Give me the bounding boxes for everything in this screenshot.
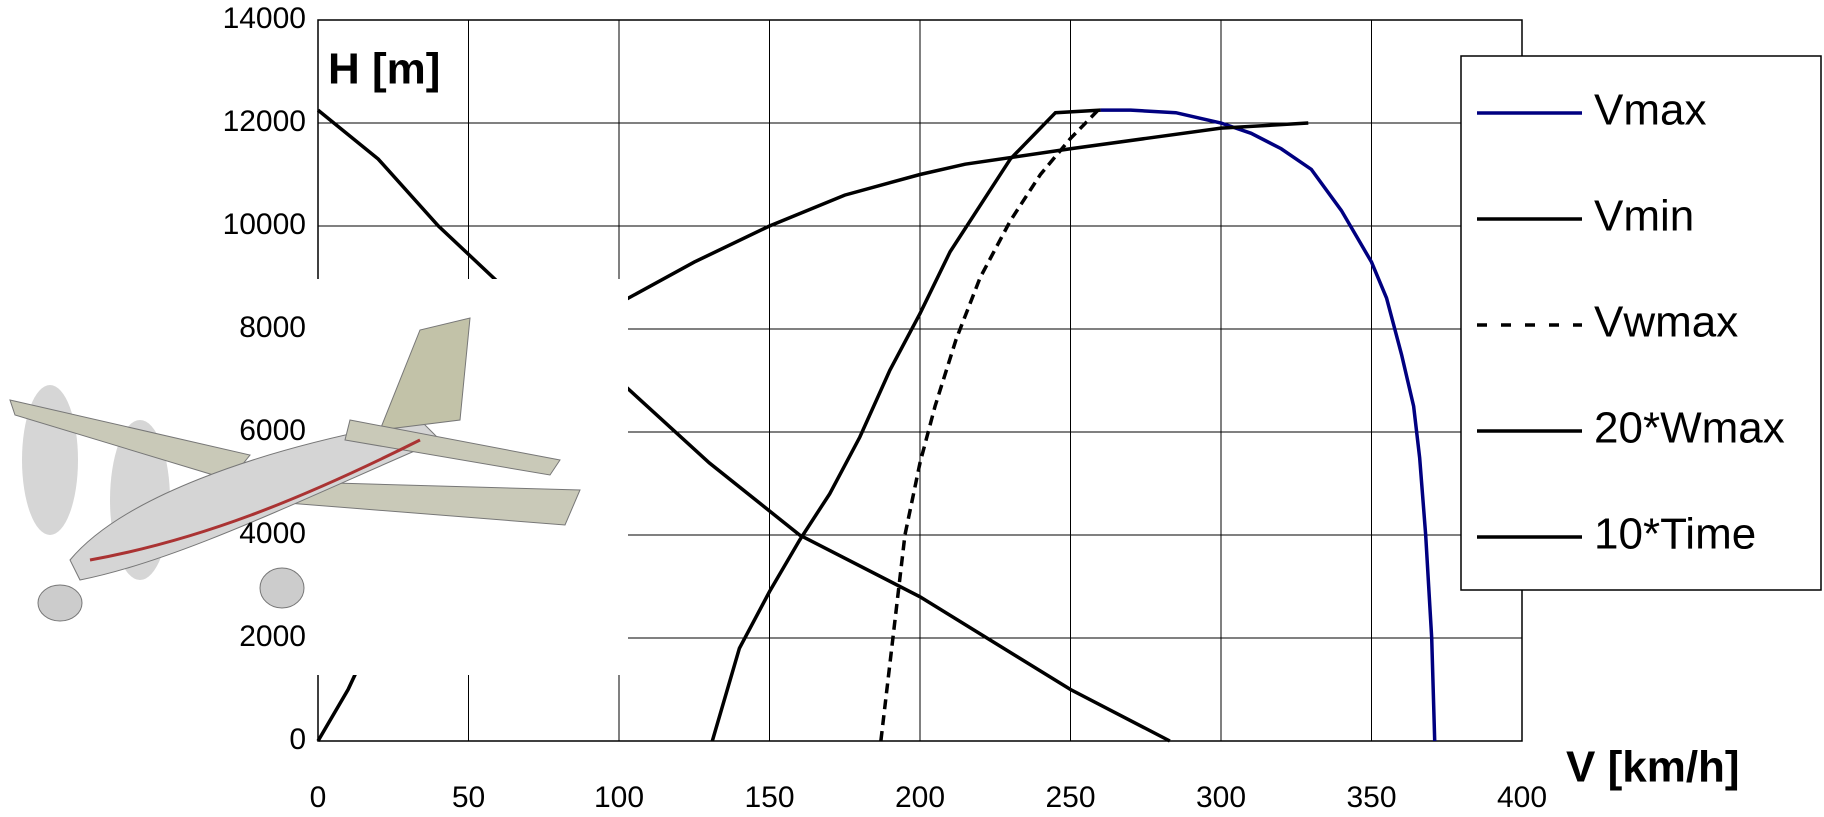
legend-label: Vwmax bbox=[1594, 298, 1738, 347]
airplane-picture bbox=[0, 279, 628, 675]
x-tick-label: 350 bbox=[1346, 781, 1396, 814]
x-tick-label: 50 bbox=[452, 781, 485, 814]
x-tick-label: 100 bbox=[594, 781, 644, 814]
x-axis-title: V [km/h] bbox=[1566, 743, 1740, 792]
x-tick-label: 400 bbox=[1497, 781, 1547, 814]
y-tick-label: 2000 bbox=[239, 620, 306, 653]
x-tick-label: 300 bbox=[1196, 781, 1246, 814]
y-tick-label: 4000 bbox=[239, 517, 306, 550]
series-line bbox=[879, 106, 1102, 742]
legend-box bbox=[1460, 55, 1822, 591]
y-tick-label: 6000 bbox=[239, 414, 306, 447]
legend: Vmax Vmin Vwmax 20*Wmax 10*Time bbox=[1460, 55, 1822, 591]
legend-label: Vmin bbox=[1594, 192, 1694, 241]
x-tick-label: 0 bbox=[310, 781, 327, 814]
series-line bbox=[1100, 108, 1437, 742]
series-line bbox=[710, 108, 1101, 742]
tail-plane bbox=[344, 419, 561, 476]
x-tick-label: 150 bbox=[744, 781, 794, 814]
legend-label: Vmax bbox=[1594, 86, 1706, 135]
y-tick-label: 8000 bbox=[239, 311, 306, 344]
y-tick-label: 10000 bbox=[223, 208, 306, 241]
wheel bbox=[37, 584, 83, 622]
x-tick-label: 200 bbox=[895, 781, 945, 814]
y-axis-title: H [m] bbox=[328, 45, 440, 94]
y-tick-label: 12000 bbox=[223, 105, 306, 138]
y-tick-label: 14000 bbox=[223, 2, 306, 35]
wheel bbox=[259, 567, 305, 609]
stripe bbox=[89, 438, 421, 562]
x-tick-label: 250 bbox=[1045, 781, 1095, 814]
legend-label: 10*Time bbox=[1594, 510, 1756, 559]
tail-fin bbox=[379, 317, 471, 431]
legend-label: 20*Wmax bbox=[1594, 404, 1785, 453]
y-tick-label: 0 bbox=[289, 723, 306, 756]
